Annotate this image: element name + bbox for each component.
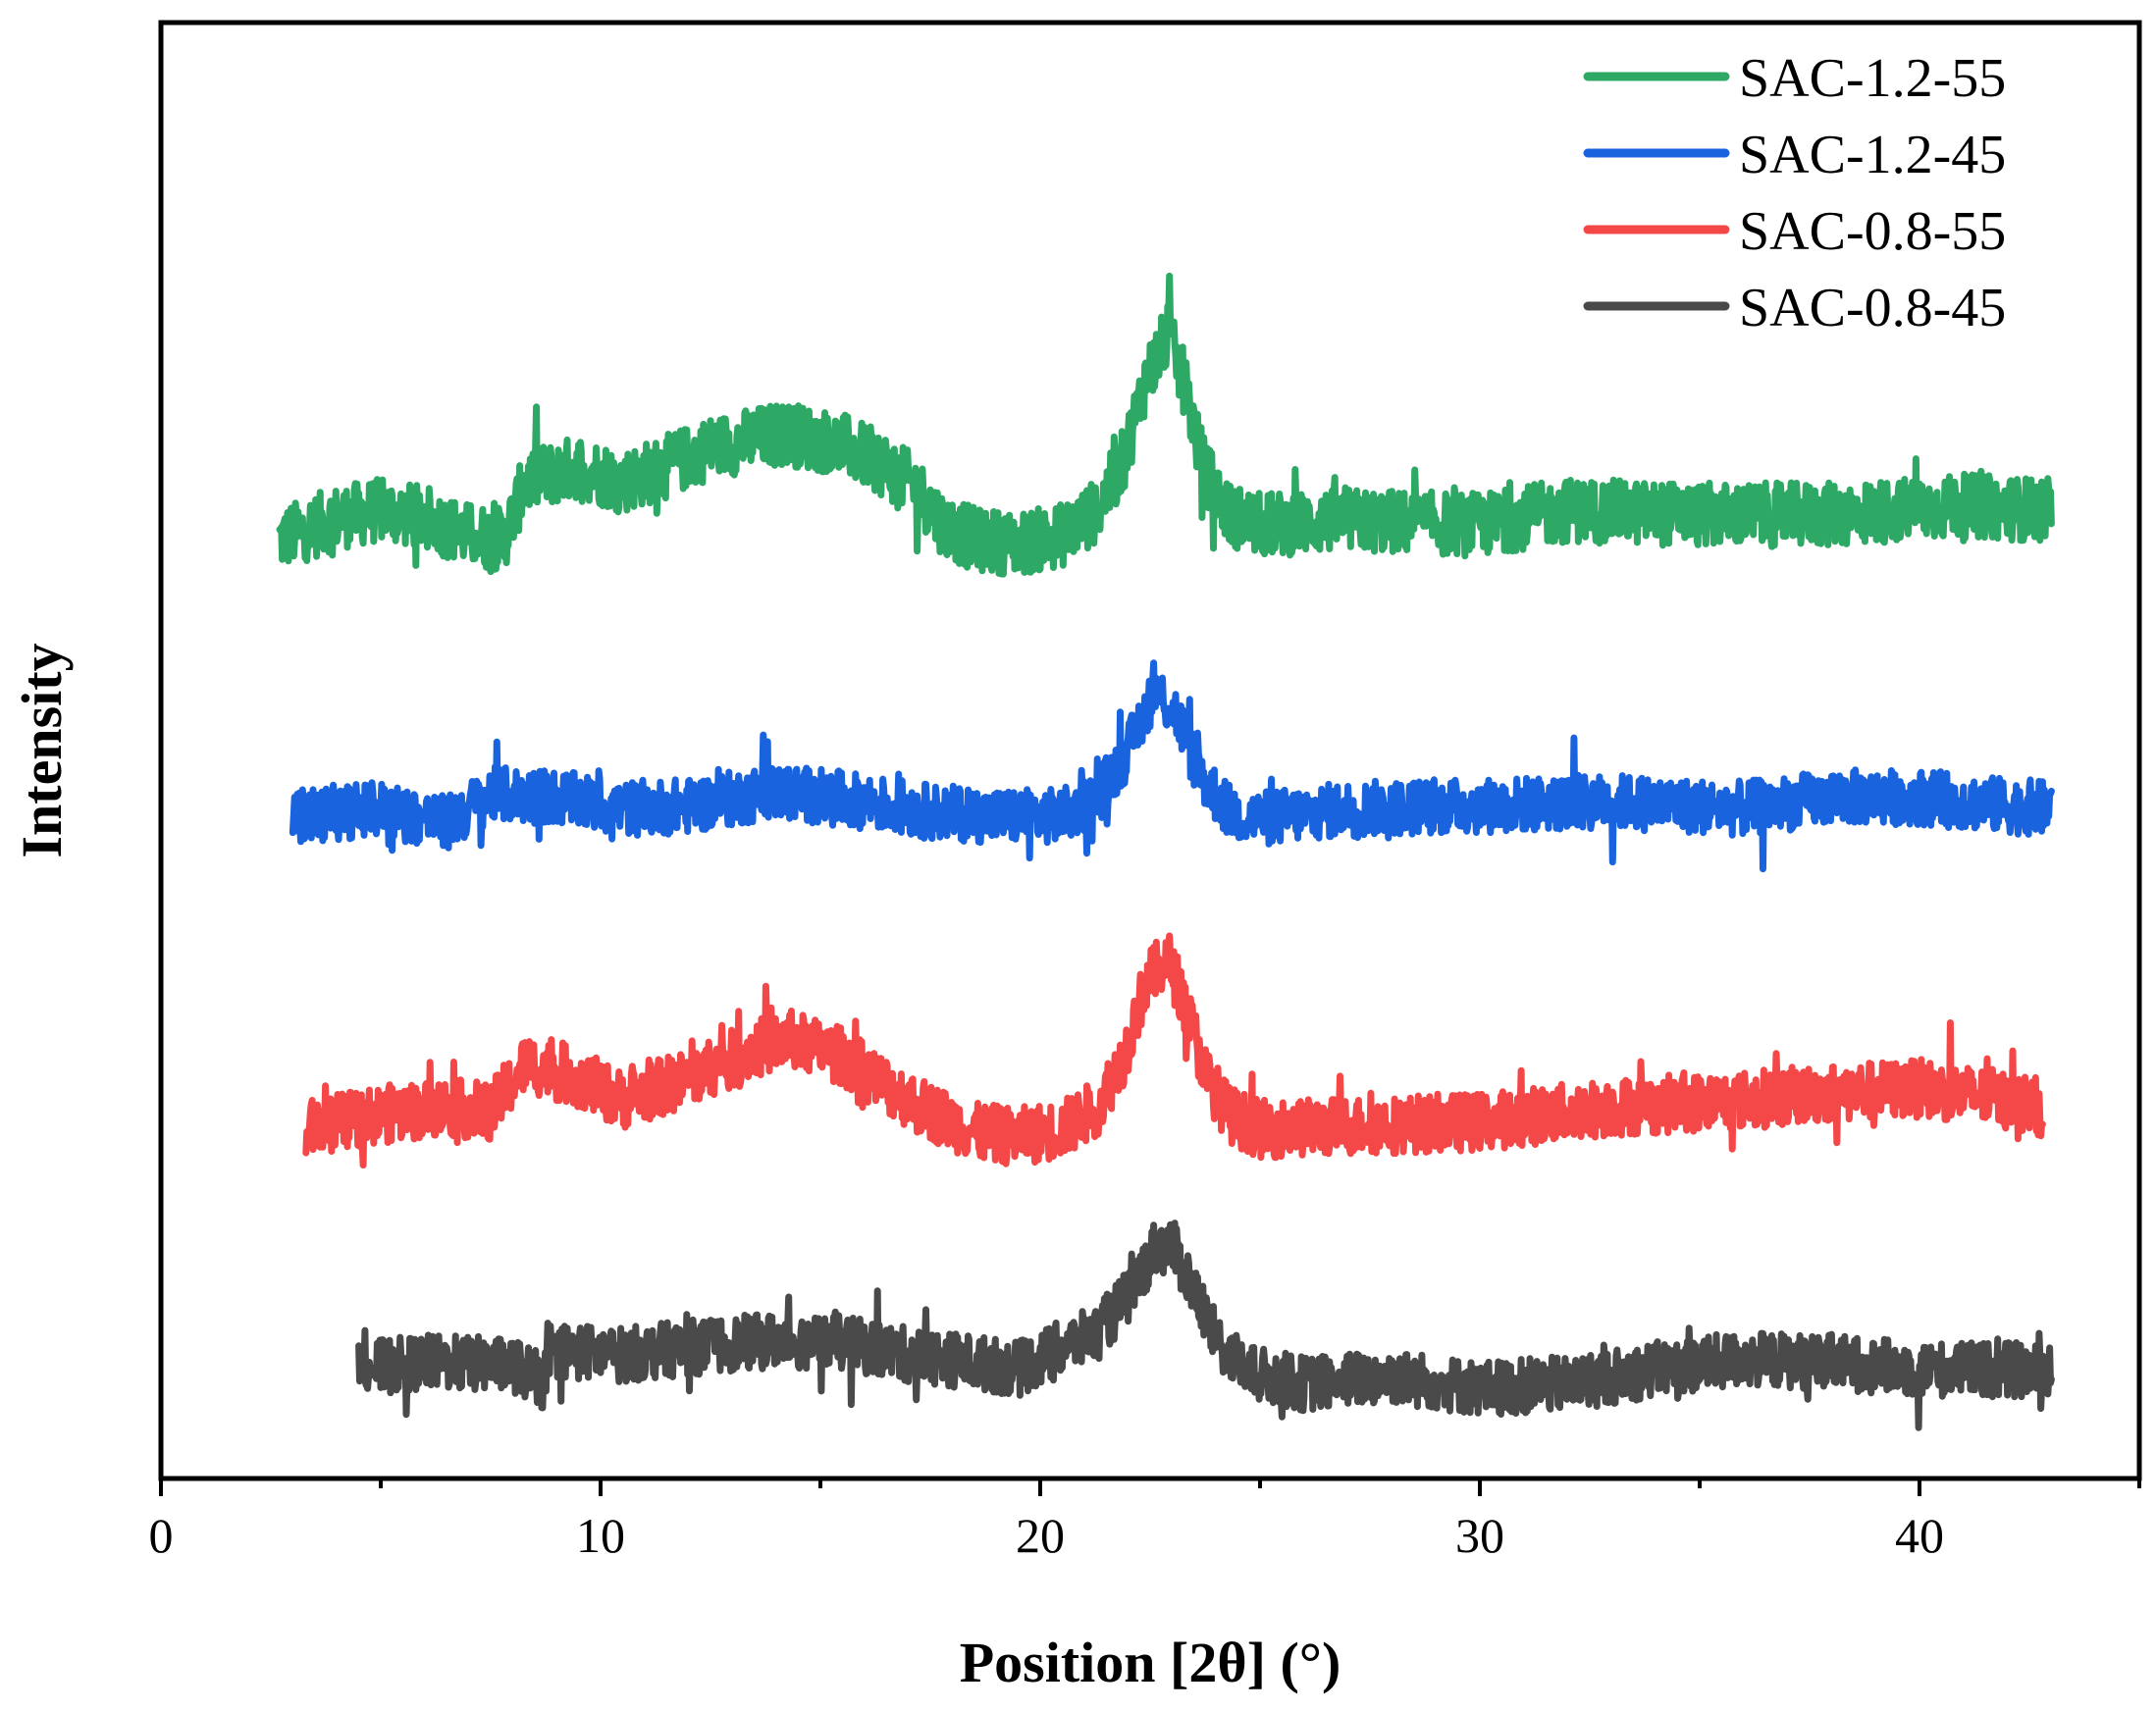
legend-label: SAC-1.2-45 bbox=[1739, 125, 2006, 185]
plot-frame bbox=[158, 20, 2142, 1481]
legend-label: SAC-0.8-55 bbox=[1739, 201, 2006, 262]
x-tick-label: 40 bbox=[1895, 1508, 1944, 1563]
series-line-SAC-0.8-45 bbox=[355, 1219, 2055, 1431]
x-tick-label: 30 bbox=[1455, 1508, 1504, 1563]
x-axis: 0 10 20 30 40 bbox=[149, 1479, 2141, 1563]
y-axis-title: Intensity bbox=[10, 643, 74, 857]
legend: SAC-1.2-55 SAC-1.2-45 SAC-0.8-55 SAC-0.8-45 bbox=[1583, 48, 2006, 338]
legend-label: SAC-1.2-55 bbox=[1739, 48, 2006, 109]
x-tick-label: 10 bbox=[576, 1508, 625, 1563]
series-line-SAC-0.8-55 bbox=[302, 932, 2046, 1169]
x-tick-label: 0 bbox=[149, 1508, 174, 1563]
legend-label: SAC-0.8-45 bbox=[1739, 278, 2006, 338]
x-tick-label: 20 bbox=[1016, 1508, 1065, 1563]
series-line-SAC-1.2-45 bbox=[289, 659, 2055, 873]
series-layer bbox=[276, 272, 2055, 1431]
x-axis-title: Position [2θ] (°) bbox=[960, 1631, 1341, 1694]
series-line-SAC-1.2-55 bbox=[276, 272, 2055, 578]
